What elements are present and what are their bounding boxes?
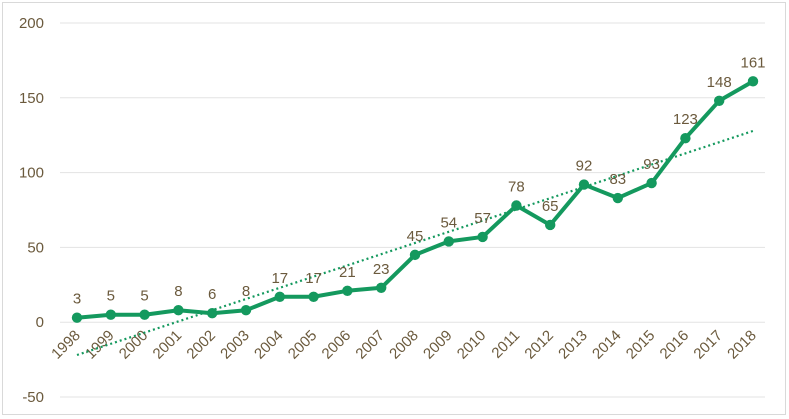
data-point [545,219,556,231]
x-tick-label: 2010 [454,327,490,363]
data-label: 5 [140,288,148,305]
x-tick-label: 2001 [150,327,186,363]
x-tick-label: 2004 [251,327,287,363]
data-label: 57 [474,210,491,227]
data-point [714,95,725,106]
trendline [76,129,754,357]
x-axis-tick-labels: 1998199920002001200220032004200520062007… [48,327,760,363]
data-point [274,291,285,302]
chart-frame [2,2,786,415]
x-tick-label: 2014 [589,327,625,363]
data-label: 17 [271,270,288,287]
x-tick-label: 2016 [657,327,693,363]
data-label: 92 [576,158,593,175]
y-tick-label: 200 [19,15,44,32]
y-axis-tick-labels: -50 0 50 100 150 200 [19,15,44,406]
data-point [105,309,117,320]
data-label: 23 [373,261,390,278]
x-tick-label: 2011 [488,327,523,362]
data-point [308,291,319,302]
data-point [443,236,454,247]
y-tick-label: 150 [19,90,44,107]
data-label: 8 [174,283,182,300]
data-point [680,132,691,144]
data-label: 54 [440,214,457,231]
data-point [612,192,623,204]
x-tick-label: 2000 [116,327,152,363]
data-point [71,312,83,323]
x-tick-label: 2006 [319,327,355,363]
data-label: 3 [73,291,81,308]
data-label: 148 [707,74,732,91]
trendline-layer [76,129,754,357]
data-point [409,249,421,261]
x-tick-label: 1999 [82,327,118,363]
x-tick-label: 2017 [690,327,726,363]
data-point [747,76,759,87]
data-label: 5 [107,288,115,305]
data-label: 78 [508,179,525,196]
data-point [376,282,387,293]
x-tick-label: 2002 [183,327,219,363]
data-label: 123 [673,111,698,128]
data-point [646,177,657,189]
x-tick-label: 2005 [285,327,321,363]
data-point [207,308,218,319]
data-point [240,305,252,316]
data-point [578,179,590,190]
y-tick-label: 100 [19,165,44,182]
x-tick-label: 1998 [48,327,84,363]
x-tick-label: 2013 [555,327,591,363]
y-tick-label: 50 [27,239,44,256]
data-label: 161 [740,54,765,71]
x-tick-label: 2003 [217,327,253,363]
y-tick-label: 0 [36,314,44,331]
data-label: 8 [242,283,250,300]
data-point [511,200,522,211]
y-tick-label: -50 [22,389,44,406]
data-label: 17 [305,270,322,287]
data-label: 83 [609,171,626,188]
data-label: 65 [542,198,559,215]
data-point [342,285,353,296]
x-tick-label: 2015 [623,327,659,363]
data-label: 45 [407,228,424,245]
data-labels: 3 5 5 8 6 8 17 17 21 23 45 54 57 78 65 92 83 93 123 148 161 [73,54,766,307]
x-tick-label: 2009 [420,327,456,363]
x-tick-label: 2007 [352,327,388,363]
data-point [139,309,150,320]
data-label: 93 [643,156,660,173]
data-label: 21 [339,264,356,281]
data-label: 6 [208,286,216,303]
x-tick-label: 2012 [521,327,557,363]
data-point [173,305,184,316]
data-point [477,231,488,243]
series-layer [71,76,759,323]
x-tick-label: 2008 [386,327,422,363]
x-tick-label: 2018 [724,327,760,363]
